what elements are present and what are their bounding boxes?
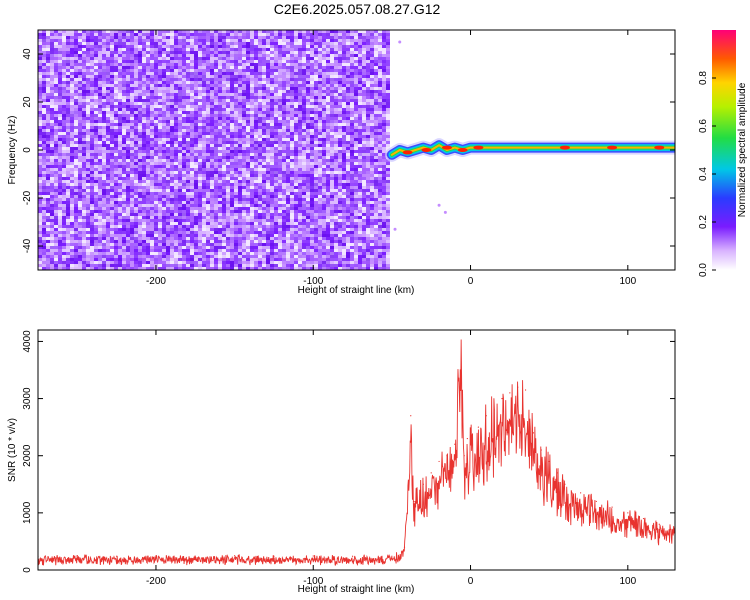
colorbar-tick-label: 0.0	[698, 263, 709, 277]
top-xtick-label: -100	[303, 276, 323, 287]
snr-point	[564, 483, 566, 485]
noise-dot-2	[437, 203, 441, 207]
snr-point	[501, 397, 503, 400]
ridge-peak-2	[441, 145, 452, 150]
snr-point	[642, 517, 645, 520]
top-x-axis-label: Height of straight line (km)	[298, 285, 415, 296]
snr-point	[403, 546, 406, 548]
bottom-ytick-label: 1000	[22, 501, 33, 524]
snr-point	[532, 432, 535, 434]
colorbar-tick-label: 0.4	[698, 167, 709, 181]
snr-point	[493, 409, 495, 411]
top-y-axis-label: Frequency (Hz)	[7, 116, 18, 185]
snr-point	[469, 432, 472, 434]
top-ytick-label: 20	[22, 96, 33, 108]
snr-point	[446, 455, 448, 457]
snr-series-line	[38, 339, 675, 566]
snr-point	[422, 483, 424, 485]
signal-ridge	[384, 40, 675, 231]
bottom-xtick-label: 0	[468, 576, 474, 587]
colorbar-tick-label: 0.6	[698, 119, 709, 133]
snr-point	[312, 555, 314, 557]
snr-point	[658, 523, 660, 525]
colorbar-scale	[712, 30, 736, 270]
bottom-ytick-label: 0	[22, 567, 33, 573]
snr-point	[540, 449, 542, 451]
snr-point	[155, 555, 157, 557]
noise-dot-1	[443, 210, 447, 214]
bottom-ytick-label: 4000	[22, 330, 33, 353]
bottom-xtick-label: -100	[303, 576, 323, 587]
bottom-y-axis-label: SNR (10 * v/v)	[7, 418, 18, 482]
snr-point	[430, 472, 432, 474]
snr-point	[194, 555, 196, 557]
snr-point	[463, 455, 465, 457]
snr-point	[477, 426, 479, 428]
snr-point	[454, 443, 456, 445]
noise-dot-0	[398, 40, 402, 44]
ridge-peak-6	[607, 145, 618, 150]
snr-point	[413, 500, 415, 503]
snr-point	[351, 555, 354, 557]
top-xtick-label: 0	[468, 276, 474, 287]
colorbar-label: Normalized spectral amplitude	[737, 82, 748, 217]
ridge-peak-4	[473, 145, 484, 150]
snr-point	[416, 489, 418, 491]
top-ytick-label: 0	[22, 147, 33, 153]
ridge-peak-3	[457, 148, 468, 152]
top-ytick-label: 40	[22, 48, 33, 60]
ridge-peak-5	[559, 145, 570, 150]
snr-point	[556, 472, 558, 474]
snr-point	[595, 500, 597, 503]
colorbar: 0.0 0.2 0.4 0.6 0.8 Normalized spectral ampl…	[698, 30, 748, 277]
snr-point	[611, 506, 613, 508]
bottom-x-axis-label: Height of straight line (km)	[298, 584, 415, 595]
snr-panel: -200 -100 0 100 0 1000 2000 3000 4000 Height of…	[7, 329, 676, 595]
snr-points	[38, 330, 675, 557]
snr-point	[438, 460, 440, 463]
colorbar-tick-label: 0.2	[698, 215, 709, 229]
ridge-peak-7	[654, 145, 665, 150]
top-xtick-label: 100	[619, 276, 636, 287]
colorbar-tick-label: 0.8	[698, 71, 709, 85]
top-ytick-label: -20	[22, 190, 33, 205]
noise-dot-3	[393, 227, 397, 231]
snr-point	[627, 512, 629, 514]
top-ytick-label: -40	[22, 238, 33, 253]
bottom-xtick-label: -200	[146, 576, 166, 587]
ridge-peak-0	[402, 150, 413, 155]
bottom-ytick-label: 2000	[22, 444, 33, 467]
snr-point	[485, 415, 487, 417]
snr-point	[517, 386, 519, 388]
ridge-peak-1	[421, 148, 432, 152]
bottom-ytick-label: 3000	[22, 387, 33, 410]
chart-title: C2E6.2025.057.08.27.G12	[274, 1, 441, 17]
snr-point	[580, 492, 582, 494]
snr-point	[524, 389, 527, 391]
snr-point	[234, 555, 236, 557]
top-xtick-label: -200	[146, 276, 166, 287]
snr-point	[273, 555, 275, 557]
snr-point	[466, 437, 468, 440]
snr-point	[509, 392, 511, 394]
snr-point	[548, 460, 550, 463]
snr-point	[116, 555, 118, 557]
snr-point	[76, 555, 78, 557]
snr-point	[410, 415, 412, 417]
snr-frame	[37, 329, 676, 571]
noise-region	[38, 30, 390, 270]
bottom-xtick-label: 100	[619, 576, 636, 587]
snr-point	[391, 555, 393, 557]
